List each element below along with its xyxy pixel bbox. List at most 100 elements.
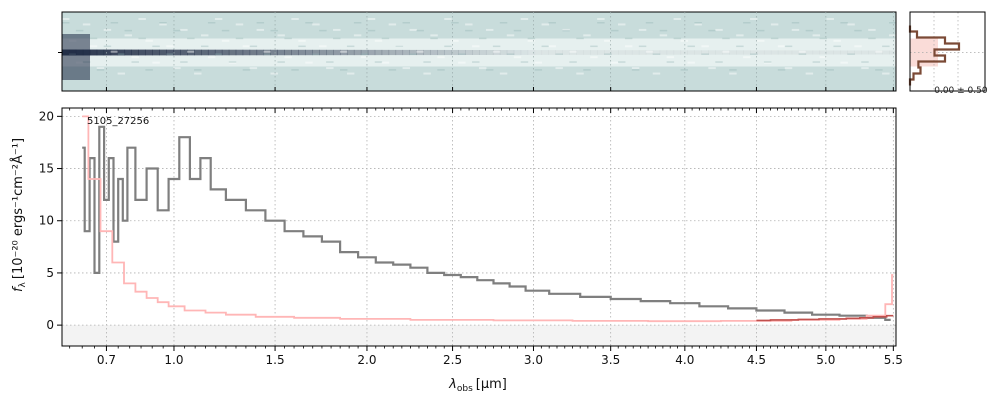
spectrum-2d-noise [527, 39, 536, 42]
spectrum-2d-noise [82, 23, 91, 26]
spectrum-2d-noise [221, 39, 230, 42]
spectrum-2d-noise [263, 50, 271, 53]
x-tick-label: 2.5 [443, 353, 462, 367]
spectrum-2d-noise [750, 18, 758, 20]
x-tick-label: 1.5 [266, 353, 285, 367]
spectrum-2d-trace-bin [666, 50, 675, 55]
spectrum-2d-trace-bin [875, 50, 883, 55]
spectrum-2d-trace-bin [506, 50, 515, 55]
profile-frame [909, 11, 986, 92]
spectrum-2d-trace-bin [277, 49, 285, 56]
spectrum-2d-noise [576, 37, 584, 40]
spectrum-2d-noise [360, 53, 369, 55]
spectrum-2d-noise [784, 67, 793, 70]
spectrum-2d-trace-bin [409, 49, 417, 56]
spectrum-2d-noise [291, 18, 299, 20]
spectrum-2d-noise [284, 37, 292, 40]
spectrum-2d-trace-bin [256, 49, 265, 56]
spectrum-2d-noise [479, 67, 487, 70]
spectrum-2d-trace-bin [687, 50, 695, 55]
spectrum-2d-trace-bin [805, 50, 814, 55]
spectrum-2d-noise [284, 56, 292, 59]
spectrum-2d-trace-bin [618, 50, 626, 55]
spectrum-2d-noise [374, 39, 383, 42]
spectrum-2d-noise [784, 45, 793, 48]
spectrum-2d-noise [604, 53, 612, 55]
spectrum-2d-noise [513, 29, 522, 32]
spectrum-2d-noise [402, 67, 410, 70]
spectrum-2d-trace-bin [103, 49, 112, 56]
spectrum-2d-trace-bin [145, 49, 153, 56]
spectrum-2d-noise [416, 50, 424, 53]
spectrum-2d-noise [221, 29, 230, 32]
spectrum-2d-noise [96, 67, 105, 70]
y-tick-label: 0 [46, 318, 54, 332]
spectrum-2d-noise [757, 39, 765, 42]
spectrum-2d-trace-bin [819, 50, 827, 55]
spectrum-2d-noise [214, 18, 223, 20]
spectrum-2d-noise [353, 34, 362, 37]
spectrum-2d-noise [180, 28, 188, 31]
spectrum-2d-noise [590, 45, 598, 48]
spectrum-2d-noise [506, 53, 515, 55]
spectrum-2d-noise [763, 61, 772, 63]
spectrum-2d-noise [583, 34, 591, 37]
spectrum-2d-noise [395, 45, 404, 48]
spectrum-2d-noise [117, 53, 126, 55]
spectrum-2d-noise [833, 39, 841, 42]
spectrum-2d-noise [131, 61, 139, 63]
spectrum-2d-trace-bin [736, 50, 744, 55]
spectrum-2d-trace-bin [597, 50, 605, 55]
spectrum-2d-noise [520, 18, 529, 20]
spectrum-2d-noise [187, 37, 195, 40]
spectrum-2d-noise [868, 37, 876, 40]
spectrum-2d-noise [152, 61, 160, 64]
spectrum-2d-trace-bin [833, 50, 841, 55]
spectrum-2d-noise [624, 37, 633, 40]
spectrum-2d-trace-bin [221, 49, 230, 56]
x-axis-label-symbol: λ [448, 377, 457, 392]
spectrum-2d-noise [173, 67, 181, 70]
spectrum-2d-noise [840, 22, 848, 24]
y-tick-label: 20 [39, 109, 54, 123]
spectrum-2d-trace-bin [207, 49, 216, 56]
spectrum-2d-trace-bin [124, 49, 132, 56]
spectrum-2d-noise [96, 69, 105, 71]
spectrum-2d-noise [423, 61, 431, 63]
spectrum-2d-trace-bin [694, 50, 702, 55]
spectrum-2d-panel [58, 11, 897, 92]
spectrum-2d-noise [214, 53, 223, 55]
spectrum-2d-noise [89, 45, 98, 48]
spectrum-2d-noise [854, 29, 862, 32]
spectrum-2d-noise [138, 37, 146, 40]
spectrum-2d-noise [638, 45, 647, 48]
spectrum-2d-trace-bin [750, 50, 758, 55]
spectrum-2d-noise [62, 18, 70, 20]
spectrum-2d-noise [743, 56, 751, 59]
spectrum-2d-noise [645, 22, 654, 24]
spectrum-2d-noise [590, 56, 598, 59]
spectrum-2d-noise [479, 37, 487, 40]
spectrum-2d-trace-bin [701, 50, 709, 55]
spectrum-2d-trace-bin [423, 49, 431, 56]
spectrum-2d-noise [62, 22, 70, 24]
spectrum-2d-noise [555, 53, 563, 55]
spectrum-2d-noise [499, 72, 508, 75]
spectrum-2d-trace-bin [173, 49, 181, 56]
spectrum-2d-noise [875, 50, 883, 53]
spectrum-2d-noise [437, 56, 445, 59]
spectrum-2d-trace-bin [743, 50, 751, 55]
spectrum-2d-noise [631, 67, 640, 70]
spectrum-2d-trace-bin [437, 49, 445, 56]
spectrum-2d-trace-bin [367, 49, 376, 56]
spectrum-2d-noise [763, 61, 772, 64]
spectrum-2d-trace-bin [812, 50, 821, 55]
spectrum-2d-trace-bin [249, 49, 258, 56]
spectrum-2d-noise [360, 56, 369, 59]
spectrum-2d-trace-bin [201, 49, 209, 56]
spectrum-2d-trace-bin [360, 49, 369, 56]
spectrum-2d-trace-bin [416, 49, 424, 56]
spectrum-2d-trace-bin [624, 50, 633, 55]
spectrum-2d-trace-bin [854, 50, 862, 55]
spectrum-2d-noise [166, 45, 174, 48]
